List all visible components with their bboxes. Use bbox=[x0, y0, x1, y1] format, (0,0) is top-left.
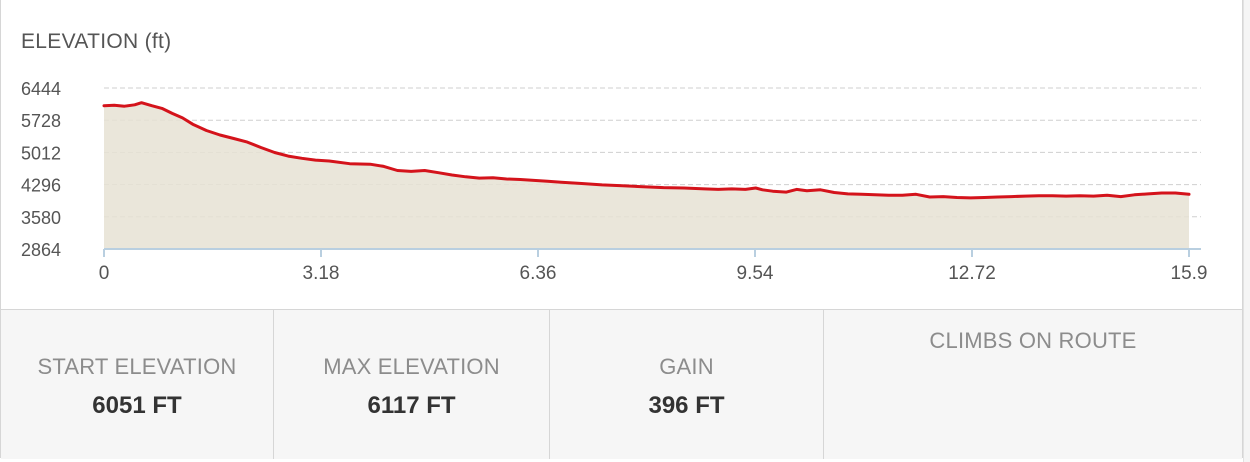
y-tick-label: 3580 bbox=[21, 208, 61, 228]
x-tick-label: 0 bbox=[99, 263, 110, 284]
stat-value: 6051 FT bbox=[92, 392, 182, 419]
climbs-on-route[interactable]: CLIMBS ON ROUTE bbox=[824, 310, 1242, 459]
stat-label: START ELEVATION bbox=[37, 354, 237, 379]
y-tick-label: 5012 bbox=[21, 143, 61, 163]
x-tick-label: 15.9 bbox=[1171, 263, 1208, 284]
stat-label: MAX ELEVATION bbox=[323, 354, 500, 379]
y-tick-label: 6444 bbox=[21, 79, 61, 99]
elevation-area bbox=[104, 102, 1189, 249]
x-tick-label: 12.72 bbox=[948, 263, 996, 284]
climbs-label: CLIMBS ON ROUTE bbox=[929, 328, 1137, 353]
stats-bar: START ELEVATION 6051 FT MAX ELEVATION 61… bbox=[1, 309, 1242, 459]
stat-start-elevation: START ELEVATION 6051 FT bbox=[1, 310, 274, 459]
x-tick-label: 3.18 bbox=[303, 263, 340, 284]
elevation-line bbox=[102, 101, 1191, 200]
scrollbar-edge bbox=[1243, 0, 1250, 462]
stat-label: GAIN bbox=[659, 354, 714, 379]
stat-value: 6117 FT bbox=[367, 392, 456, 419]
stat-max-elevation: MAX ELEVATION 6117 FT bbox=[274, 310, 550, 459]
elevation-chart-panel: ELEVATION (ft) 6444 5728 5012 4296 3580 2864 0… bbox=[1, 0, 1242, 308]
chart-title: ELEVATION (ft) bbox=[21, 30, 172, 53]
x-tick-label: 9.54 bbox=[737, 263, 774, 284]
stat-value: 396 FT bbox=[648, 392, 725, 419]
y-tick-label: 4296 bbox=[21, 176, 61, 196]
elevation-chart: 6444 5728 5012 4296 3580 2864 0 3.18 6.36 9.54 12.… bbox=[21, 79, 1208, 284]
x-tick-label: 6.36 bbox=[520, 263, 557, 284]
stat-gain: GAIN 396 FT bbox=[550, 310, 824, 459]
y-tick-label: 2864 bbox=[21, 240, 61, 260]
y-tick-label: 5728 bbox=[21, 111, 61, 131]
